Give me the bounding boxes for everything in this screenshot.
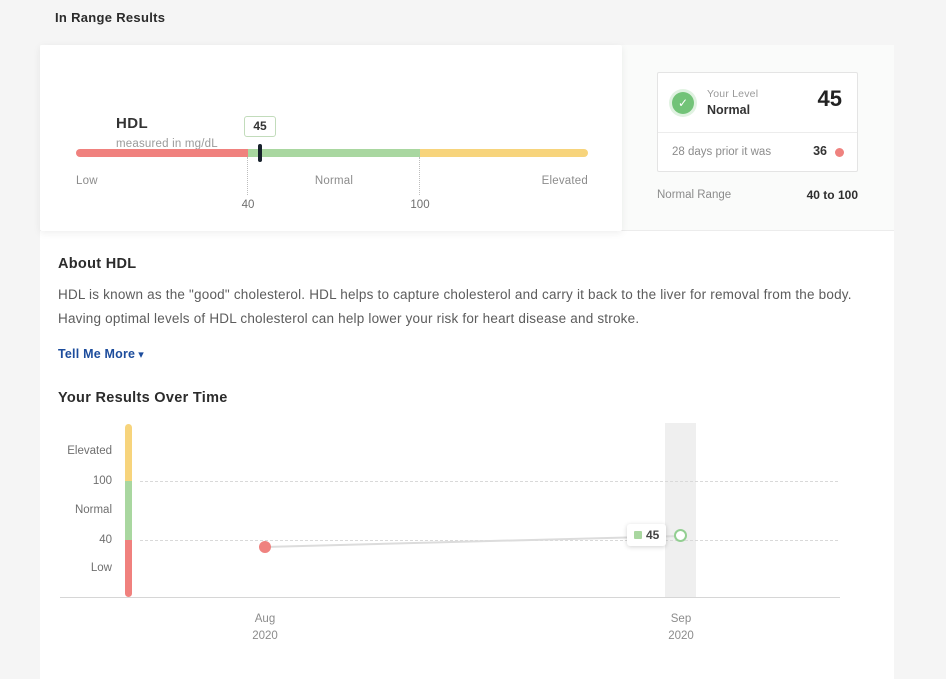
y-axis-label-40: 40 xyxy=(99,534,112,546)
page-title: In Range Results xyxy=(55,10,166,25)
zone-bar-elevated xyxy=(125,424,132,481)
range-segment-normal xyxy=(248,149,420,157)
range-bar xyxy=(76,149,588,157)
data-point-tooltip: 45 xyxy=(627,524,667,546)
range-tick-100: 100 xyxy=(410,199,430,211)
zone-bar-low xyxy=(125,540,132,597)
hdl-range-card: HDL measured in mg/dL xyxy=(40,45,622,231)
series-swatch-icon xyxy=(634,531,642,539)
selected-month-highlight-band xyxy=(665,423,696,597)
range-boundary-line-100 xyxy=(419,157,420,195)
current-value-marker xyxy=(258,144,262,162)
zone-label-low: Low xyxy=(76,175,98,187)
zone-bar-normal xyxy=(125,481,132,540)
y-axis-label-low: Low xyxy=(90,562,112,574)
y-axis-label-elevated: Elevated xyxy=(67,445,112,457)
normal-range-value: 40 to 100 xyxy=(806,188,858,202)
prior-reading-value: 36 xyxy=(813,144,827,158)
caret-down-icon: ▾ xyxy=(138,349,144,361)
gridline-40 xyxy=(140,540,838,541)
tooltip-value: 45 xyxy=(646,528,660,542)
current-value-pill: 45 xyxy=(244,116,276,137)
x-axis-line xyxy=(60,597,840,598)
details-panel xyxy=(40,231,894,679)
level-status: Normal xyxy=(707,103,751,117)
summary-divider xyxy=(658,132,857,133)
range-segment-elevated xyxy=(420,149,588,157)
prior-reading-label: 28 days prior it was xyxy=(672,146,772,158)
normal-range-label: Normal Range xyxy=(657,189,732,201)
data-point-aug-2020[interactable] xyxy=(259,541,271,553)
tell-me-more-label: Tell Me More xyxy=(58,347,136,361)
x-label-year: 2020 xyxy=(668,630,694,642)
about-heading: About HDL xyxy=(58,256,137,272)
range-tick-40: 40 xyxy=(241,199,255,211)
x-axis-label-aug-2020: Aug 2020 xyxy=(235,611,295,645)
history-chart-title: Your Results Over Time xyxy=(58,390,228,406)
marker-unit: measured in mg/dL xyxy=(116,138,218,150)
x-label-month: Sep xyxy=(670,613,692,625)
x-label-month: Aug xyxy=(254,613,276,625)
y-axis-label-normal: Normal xyxy=(74,504,112,516)
check-circle-icon: ✓ xyxy=(672,92,694,114)
x-axis-label-sep-2020: Sep 2020 xyxy=(651,611,711,645)
range-boundary-line-40 xyxy=(247,157,248,195)
range-segment-low xyxy=(76,149,248,157)
prior-status-dot-icon xyxy=(835,148,844,157)
level-summary-card: ✓ Your Level Normal 45 28 days prior it … xyxy=(657,72,858,172)
about-body-text: HDL is known as the "good" cholesterol. … xyxy=(58,287,852,326)
level-label: Your Level xyxy=(707,88,759,100)
x-label-year: 2020 xyxy=(252,630,278,642)
gridline-100 xyxy=(140,481,838,482)
level-value: 45 xyxy=(817,86,842,111)
tell-me-more-toggle[interactable]: Tell Me More ▾ xyxy=(58,347,144,361)
y-axis-zone-bar xyxy=(125,424,132,597)
zone-label-normal: Normal xyxy=(314,175,354,187)
data-point-sep-2020[interactable] xyxy=(674,529,687,542)
y-axis-label-100: 100 xyxy=(92,475,112,487)
marker-title: HDL xyxy=(116,115,149,132)
zone-label-elevated: Elevated xyxy=(541,175,588,187)
